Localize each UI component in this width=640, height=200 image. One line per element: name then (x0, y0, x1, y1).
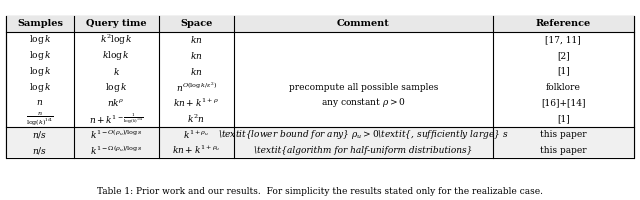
Text: $\log k$: $\log k$ (29, 33, 51, 46)
Text: folklore: folklore (546, 83, 580, 92)
Text: $kn + k^{1+\rho}$: $kn + k^{1+\rho}$ (173, 97, 219, 109)
Text: Samples: Samples (17, 19, 63, 28)
Text: $n/s$: $n/s$ (33, 145, 47, 156)
Text: Reference: Reference (536, 19, 591, 28)
Text: \textit{algorithm for half-uniform distributions}: \textit{algorithm for half-uniform distr… (254, 146, 472, 155)
Text: $n$: $n$ (36, 98, 44, 107)
Text: $k^2 \log k$: $k^2 \log k$ (100, 32, 132, 47)
Text: $nk^{\rho}$: $nk^{\rho}$ (108, 97, 125, 108)
Bar (6, 16, 634, 32)
Text: $k^{1-\Omega(\rho_u)/\log s}$: $k^{1-\Omega(\rho_u)/\log s}$ (90, 144, 143, 157)
Text: $n + k^{1-\frac{1}{\log(k)^{1/4}}}$: $n + k^{1-\frac{1}{\log(k)^{1/4}}}$ (89, 111, 143, 126)
Text: $k \log k$: $k \log k$ (102, 49, 130, 62)
Text: $\log k$: $\log k$ (105, 81, 127, 94)
Text: Space: Space (180, 19, 212, 28)
Text: $n/s$: $n/s$ (33, 129, 47, 140)
Text: [1]: [1] (557, 114, 570, 123)
Text: any constant $\rho > 0$: any constant $\rho > 0$ (321, 96, 406, 109)
Text: $kn$: $kn$ (190, 66, 202, 77)
Text: $\frac{n}{\log(k)^{1/4}}$: $\frac{n}{\log(k)^{1/4}}$ (26, 110, 54, 127)
Text: Query time: Query time (86, 19, 147, 28)
Text: Comment: Comment (337, 19, 390, 28)
Text: this paper: this paper (540, 146, 586, 155)
Text: $\log k$: $\log k$ (29, 81, 51, 94)
Bar (6, 16, 634, 158)
Text: $k^{1-O(\rho_u)/\log s}$: $k^{1-O(\rho_u)/\log s}$ (90, 128, 143, 141)
Text: $kn$: $kn$ (190, 34, 202, 45)
Text: $\log k$: $\log k$ (29, 49, 51, 62)
Text: $k$: $k$ (113, 66, 120, 77)
Text: $kn + k^{1+\rho_u}$: $kn + k^{1+\rho_u}$ (172, 144, 220, 156)
Text: $k^{1+\rho_u}$: $k^{1+\rho_u}$ (183, 128, 209, 141)
Text: $\log k$: $\log k$ (29, 65, 51, 78)
Text: $k^2 n$: $k^2 n$ (188, 112, 205, 125)
Text: \textit{lower bound for any} $\rho_u > 0$\textit{, sufficiently large} $s$: \textit{lower bound for any} $\rho_u > 0… (218, 128, 508, 141)
Text: [2]: [2] (557, 51, 570, 60)
Text: [17, 11]: [17, 11] (545, 35, 581, 44)
Text: [1]: [1] (557, 67, 570, 76)
Text: $n^{O(\log k/\varepsilon^2)}$: $n^{O(\log k/\varepsilon^2)}$ (175, 80, 217, 94)
Text: Table 1: Prior work and our results.  For simplicity the results stated only for: Table 1: Prior work and our results. For… (97, 188, 543, 196)
Text: precompute all possible samples: precompute all possible samples (289, 83, 438, 92)
Bar (6, 127, 634, 158)
Text: $kn$: $kn$ (190, 50, 202, 61)
Text: [16]+[14]: [16]+[14] (541, 98, 586, 107)
Text: this paper: this paper (540, 130, 586, 139)
